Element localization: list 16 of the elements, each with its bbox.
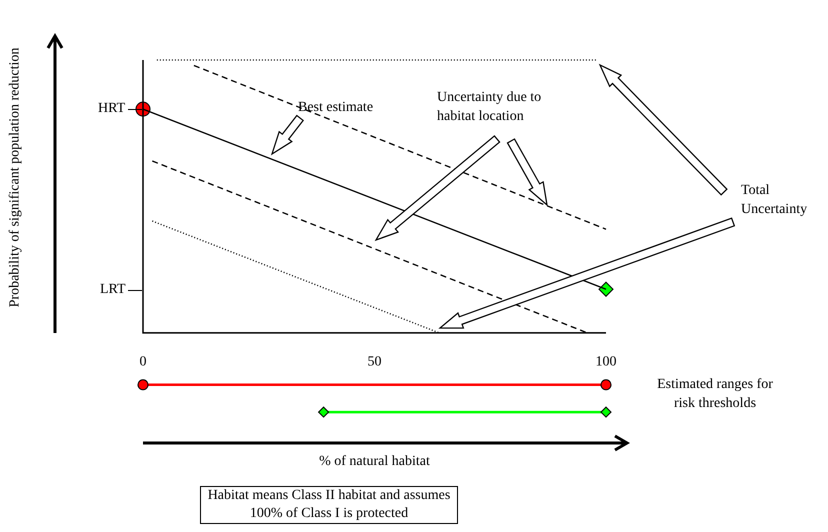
text: HRT [98,100,126,118]
text: Probability of significant population reduction [6,46,24,310]
annotation: Uncertainty due to habitat location [437,89,542,126]
text: Total Uncertainty [741,182,808,219]
point [600,406,612,418]
text: Habitat means Class II habitat and assumes 100% of Class I is protected [200,486,458,524]
x-tick-label: 50 [368,354,382,370]
point [138,379,148,390]
x-axis-title: % of natural habitat [318,453,431,471]
point [600,379,612,390]
x-tick-label: 100 [596,354,616,370]
annotation: Best estimate [298,99,374,117]
point [318,406,330,418]
text: Estimated ranges for risk thresholds [656,376,774,413]
text: LRT [100,281,127,299]
x-tick-label: 0 [140,354,146,370]
